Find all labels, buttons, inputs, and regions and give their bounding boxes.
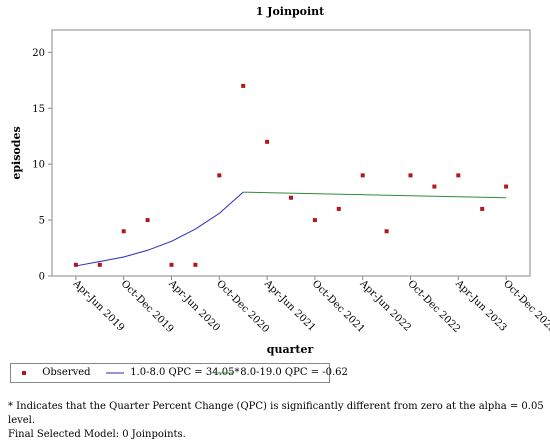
green-line-icon bbox=[216, 372, 234, 373]
x-tick-label: Oct-Dec 2023 bbox=[501, 278, 550, 335]
chart-title: 1 Joinpoint bbox=[256, 5, 325, 18]
observed-point bbox=[169, 262, 174, 267]
x-tick-label: Oct-Dec 2019 bbox=[119, 278, 176, 335]
x-tick-label: Oct-Dec 2020 bbox=[214, 278, 271, 335]
observed-point bbox=[456, 173, 461, 178]
y-tick-label: 5 bbox=[39, 216, 45, 227]
observed-point bbox=[384, 229, 389, 234]
y-tick-label: 0 bbox=[39, 272, 45, 283]
observed-marker-icon bbox=[22, 370, 26, 375]
trend-line-segment-1 bbox=[75, 191, 244, 267]
footnote: * Indicates that the Quarter Percent Cha… bbox=[8, 400, 550, 442]
plot-area bbox=[51, 29, 531, 277]
footnote-model: Final Selected Model: 0 Joinpoints. bbox=[8, 429, 186, 440]
x-tick-label: Apr-Jun 2019 bbox=[70, 278, 126, 334]
observed-point bbox=[408, 173, 413, 178]
observed-point bbox=[145, 218, 150, 223]
observed-point bbox=[336, 206, 341, 211]
observed-point bbox=[480, 206, 485, 211]
footnote-significance: * Indicates that the Quarter Percent Cha… bbox=[8, 401, 544, 426]
observed-point bbox=[73, 262, 78, 267]
observed-point bbox=[217, 173, 222, 178]
blue-line-icon bbox=[106, 372, 124, 373]
y-tick-label: 10 bbox=[32, 160, 45, 171]
observed-point bbox=[193, 262, 198, 267]
y-tick-label: 15 bbox=[32, 104, 45, 115]
y-tick-label: 20 bbox=[32, 48, 45, 59]
x-tick-label: Oct-Dec 2021 bbox=[310, 278, 367, 335]
observed-point bbox=[289, 195, 293, 200]
observed-point bbox=[360, 173, 365, 178]
trend-lines bbox=[75, 191, 507, 267]
legend-item-observed: Observed bbox=[19, 367, 91, 378]
legend-label-observed: Observed bbox=[42, 367, 91, 378]
legend-label-segment-1: 1.0-8.0 QPC = 34.05* bbox=[130, 367, 240, 378]
observed-point bbox=[312, 218, 317, 223]
y-axis-label: episodes bbox=[10, 126, 23, 179]
observed-points bbox=[73, 83, 509, 267]
observed-point bbox=[241, 83, 246, 88]
trend-line-segment-2 bbox=[243, 191, 507, 199]
legend-item-segment-2: 8.0-19.0 QPC = -0.62 bbox=[216, 367, 348, 378]
x-axis-label: quarter bbox=[267, 343, 314, 356]
legend-label-segment-2: 8.0-19.0 QPC = -0.62 bbox=[240, 367, 348, 378]
observed-point bbox=[121, 229, 126, 234]
observed-point bbox=[504, 184, 509, 189]
observed-point bbox=[432, 184, 437, 189]
observed-point bbox=[97, 262, 102, 267]
x-tick-label: Oct-Dec 2022 bbox=[405, 278, 462, 335]
observed-point bbox=[265, 139, 270, 144]
legend: Observed 1.0-8.0 QPC = 34.05* 8.0-19.0 Q… bbox=[10, 363, 348, 383]
y-axis: 0 5 10 15 20 bbox=[32, 48, 52, 283]
legend-item-segment-1: 1.0-8.0 QPC = 34.05* bbox=[106, 367, 240, 378]
